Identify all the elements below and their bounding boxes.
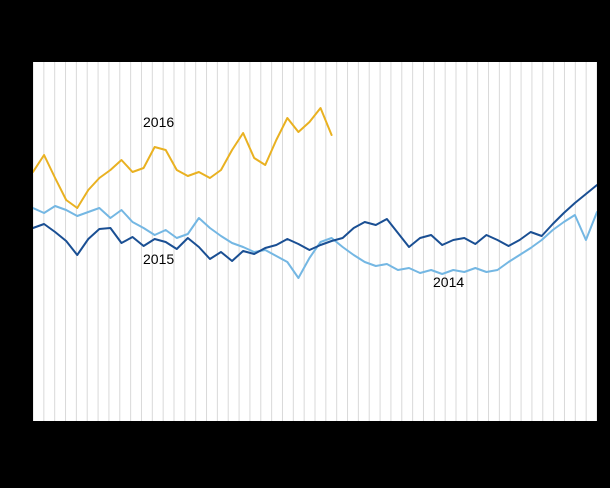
plot-area: 2016 2015 2014 bbox=[33, 62, 597, 421]
series-label-2014: 2014 bbox=[433, 274, 465, 290]
chart-line-2014 bbox=[33, 205, 597, 279]
line-chart bbox=[33, 62, 597, 421]
chart-line-2015 bbox=[33, 184, 597, 262]
series-label-2015: 2015 bbox=[143, 251, 175, 267]
chart-line-2016 bbox=[33, 107, 333, 209]
series-label-2016: 2016 bbox=[143, 114, 175, 130]
